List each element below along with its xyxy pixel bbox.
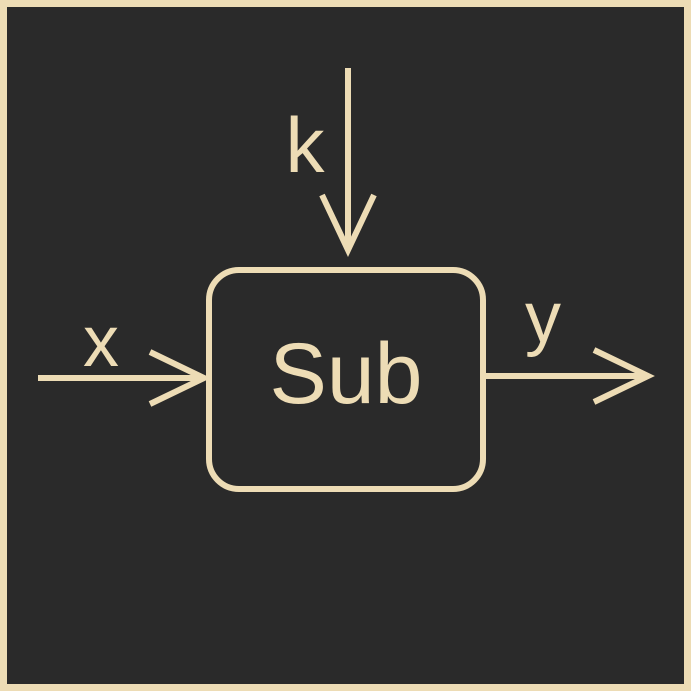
output-y-arrow	[483, 347, 655, 405]
input-x-arrow	[38, 349, 211, 407]
sub-block[interactable]	[206, 267, 486, 492]
sub-block-label: Sub	[269, 326, 422, 422]
output-y-label: y	[525, 278, 561, 358]
input-k-arrow	[319, 68, 377, 258]
input-x-label: x	[83, 302, 119, 382]
input-k-label: k	[286, 101, 326, 189]
